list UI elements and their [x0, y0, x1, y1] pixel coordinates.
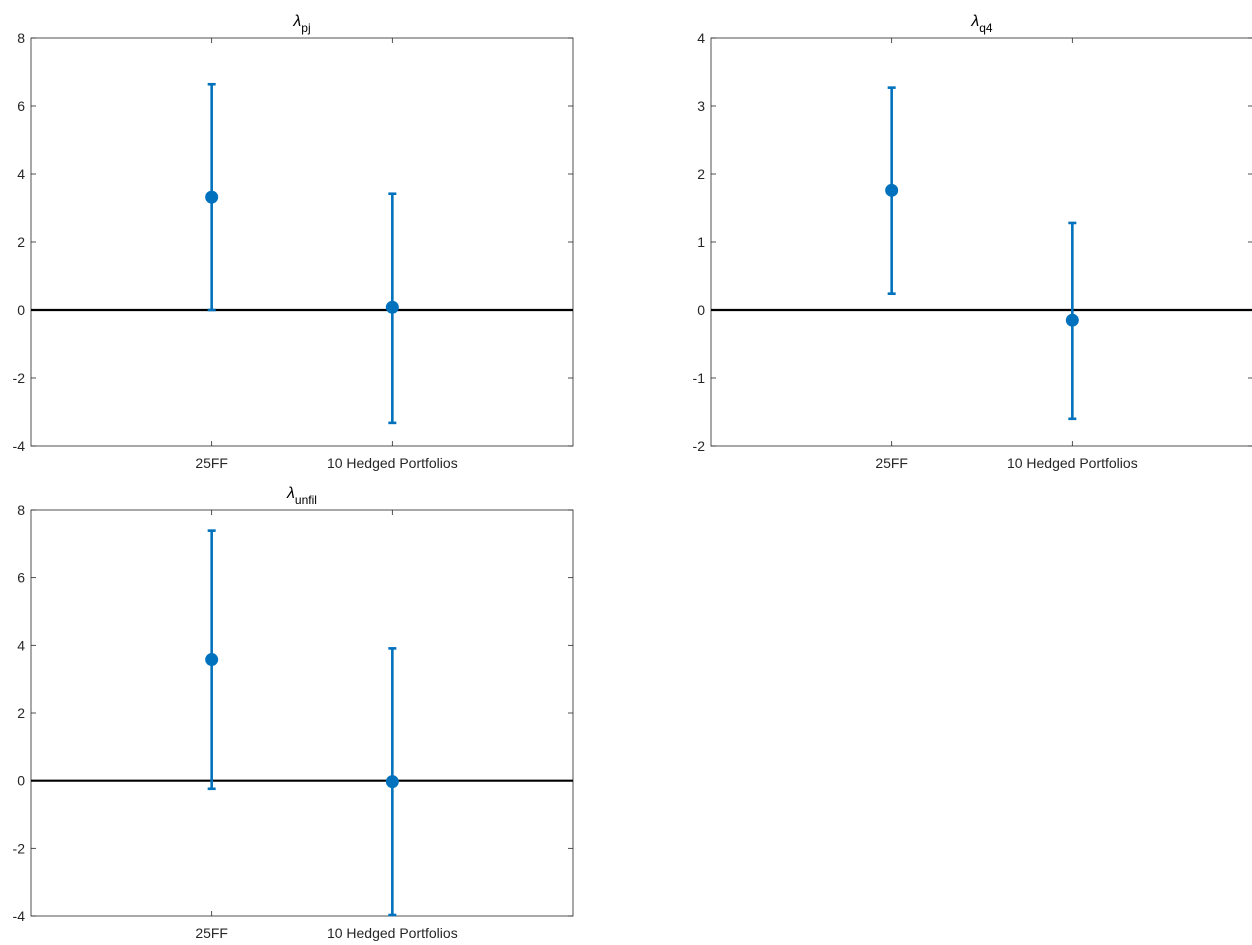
lambda-pj-axes-box: [30, 37, 574, 447]
lambda-pj-point: [385, 300, 399, 314]
lambda-unfil-title-subscript: unfil: [295, 493, 317, 507]
lambda-pj-ytick-label: 8: [17, 30, 25, 46]
lambda-q4-ytick-label: 0: [697, 302, 705, 318]
lambda-q4-title-subscript: q4: [979, 21, 993, 35]
lambda-pj-point: [205, 190, 219, 204]
lambda-q4-point: [1065, 313, 1079, 327]
lambda-unfil-ytick-label: -2: [13, 840, 26, 856]
lambda-q4-ytick-label: 4: [697, 30, 705, 46]
lambda-pj-ytick-label: 4: [17, 166, 25, 182]
lambda-pj-xtick-label: 25FF: [195, 455, 228, 471]
lambda-unfil-ytick-label: 0: [17, 773, 25, 789]
lambda-q4-xtick-label: 25FF: [875, 455, 908, 471]
lambda-pj-title-symbol: λ: [292, 13, 301, 30]
lambda-unfil-ytick-label: 8: [17, 502, 25, 518]
lambda-unfil-point: [385, 775, 399, 789]
lambda-unfil-title: λunfil: [286, 485, 317, 507]
lambda-q4-axes-box: [710, 37, 1252, 447]
lambda-q4-point: [885, 183, 899, 197]
subplot-lambda-pj: -4 -2 0 2 4 6 8 25FF 10 Hedged Portfolios λpj: [13, 13, 574, 471]
lambda-unfil-xtick-label: 10 Hedged Portfolios: [327, 925, 458, 941]
lambda-pj-ytick-label: 0: [17, 302, 25, 318]
lambda-q4-ytick-label: -1: [693, 370, 706, 386]
lambda-q4-xtick-label: 10 Hedged Portfolios: [1007, 455, 1138, 471]
lambda-q4-ytick-label: 2: [697, 166, 705, 182]
subplot-lambda-unfil: -4 -2 0 2 4 6 8 25FF 10 Hedged Portfolios λunfil: [13, 485, 574, 941]
subplot-lambda-q4: -2 -1 0 1 2 3 4 25FF 10 Hedged Portfolios λq4: [693, 13, 1252, 471]
lambda-pj-ytick-label: -2: [13, 370, 26, 386]
lambda-unfil-ytick-label: -4: [13, 908, 26, 924]
lambda-unfil-ytick-label: 6: [17, 570, 25, 586]
lambda-pj-ytick-label: 6: [17, 98, 25, 114]
lambda-q4-ytick-label: 1: [697, 234, 705, 250]
lambda-unfil-title-symbol: λ: [286, 485, 295, 502]
lambda-q4-ytick-label: -2: [693, 438, 706, 454]
lambda-unfil-ytick-label: 2: [17, 705, 25, 721]
lambda-pj-title: λpj: [292, 13, 310, 35]
lambda-pj-ytick-label: -4: [13, 438, 26, 454]
lambda-pj-title-subscript: pj: [301, 21, 310, 35]
lambda-q4-title-symbol: λ: [970, 13, 979, 30]
lambda-unfil-point: [205, 653, 219, 667]
lambda-q4-ytick-label: 3: [697, 98, 705, 114]
lambda-unfil-axes-box: [30, 509, 574, 917]
lambda-unfil-xtick-label: 25FF: [195, 925, 228, 941]
lambda-pj-ytick-label: 2: [17, 234, 25, 250]
lambda-pj-xtick-label: 10 Hedged Portfolios: [327, 455, 458, 471]
lambda-q4-title: λq4: [970, 13, 993, 35]
lambda-unfil-ytick-label: 4: [17, 637, 25, 653]
